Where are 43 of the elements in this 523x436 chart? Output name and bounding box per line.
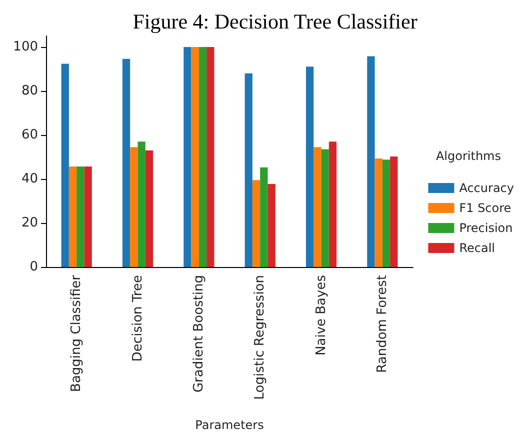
x-tick-label: Decision Tree xyxy=(130,275,146,362)
y-tick-label: 20 xyxy=(21,216,38,230)
bar xyxy=(390,156,398,267)
bar xyxy=(145,150,154,267)
y-tick-label: 0 xyxy=(30,260,38,274)
y-tick-label: 40 xyxy=(21,172,38,186)
legend-title: Algorithms xyxy=(436,149,502,163)
bar xyxy=(306,66,314,267)
bar xyxy=(122,58,130,267)
bar xyxy=(184,47,192,267)
bar xyxy=(138,142,146,267)
bar xyxy=(328,142,337,267)
bar xyxy=(367,56,375,267)
x-axis-title: Parameters xyxy=(195,418,264,432)
x-tick-label: Naive Bayes xyxy=(314,274,329,356)
bar xyxy=(84,166,92,267)
bar xyxy=(191,47,199,267)
y-tick-label: 60 xyxy=(21,128,38,142)
legend-label: Recall xyxy=(459,241,496,255)
bar xyxy=(374,158,382,267)
bar xyxy=(382,160,390,267)
bar xyxy=(321,149,329,267)
bar xyxy=(68,166,77,267)
bar xyxy=(244,73,252,267)
x-tick-label: Random Forest xyxy=(374,275,390,373)
bar xyxy=(76,166,84,267)
legend-label: F1 Score xyxy=(459,201,512,215)
legend-label: Accuracy xyxy=(459,181,514,195)
y-tick-label: 100 xyxy=(13,40,38,54)
bar xyxy=(206,47,214,267)
bar xyxy=(314,147,322,267)
bar xyxy=(252,180,260,267)
bar xyxy=(130,147,138,267)
x-tick-label: Gradient Boosting xyxy=(191,275,206,393)
chart-title: Figure 4: Decision Tree Classifier xyxy=(132,10,418,34)
y-tick-label: 80 xyxy=(21,84,38,98)
bar xyxy=(198,47,207,267)
bar xyxy=(61,64,69,267)
legend-label: Precision xyxy=(459,221,513,235)
x-tick-label: Logistic Regression xyxy=(252,275,268,400)
x-tick-label: Bagging Classifier xyxy=(69,274,84,392)
bar xyxy=(268,184,276,267)
bar xyxy=(260,167,268,267)
